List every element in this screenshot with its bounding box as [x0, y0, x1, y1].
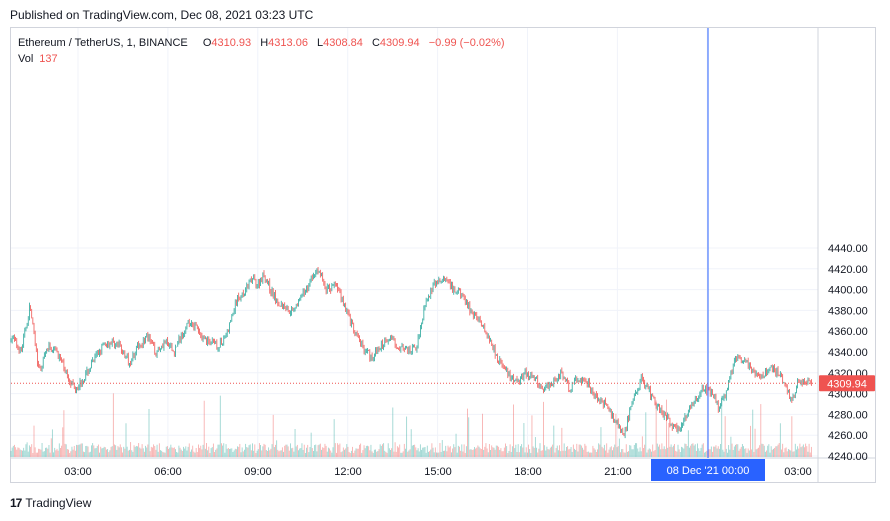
- chart-frame: [10, 27, 876, 483]
- change-value: −0.99 (−0.02%): [428, 37, 505, 49]
- close-value: 4309.94: [379, 37, 420, 49]
- tradingview-logo[interactable]: 17 TradingView: [10, 496, 91, 510]
- last-price-tag: [819, 375, 875, 392]
- time-tick-label: 12:00: [334, 466, 362, 478]
- last-price-value: 4309.94: [827, 378, 867, 390]
- time-tick-label: 03:00: [64, 466, 92, 478]
- volume-label: Vol: [18, 53, 34, 65]
- high-value: 4313.06: [268, 37, 308, 49]
- time-tick-label: 15:00: [424, 466, 452, 478]
- crosshair-time-tag: [651, 459, 765, 481]
- price-tick-label: 4300.00: [828, 389, 868, 401]
- high-label: H: [260, 37, 269, 49]
- price-tick-label: 4340.00: [828, 347, 868, 359]
- price-tick-label: 4400.00: [828, 285, 868, 297]
- time-tick-label: 06:00: [154, 466, 182, 478]
- price-tick-label: 4440.00: [828, 243, 868, 255]
- published-caption: Published on TradingView.com, Dec 08, 20…: [10, 8, 314, 22]
- close-label: C: [371, 37, 380, 49]
- volume-value: 137: [39, 53, 58, 65]
- brand-name: TradingView: [25, 496, 92, 510]
- price-tick-label: 4260.00: [828, 430, 868, 442]
- price-tick-label: 4380.00: [828, 305, 868, 317]
- price-tick-label: 4240.00: [828, 451, 868, 463]
- open-value: 4310.93: [211, 37, 252, 49]
- tradingview-logo-icon: 17: [10, 496, 22, 510]
- price-tick-label: 4360.00: [828, 326, 868, 338]
- low-label: L: [317, 37, 324, 49]
- crosshair-time-label: 08 Dec '21 00:00: [667, 465, 750, 477]
- low-value: 4308.84: [323, 37, 363, 49]
- chart-legend: Ethereum / TetherUS, 1, BINANCE O4310.93…: [18, 35, 505, 51]
- symbol-label[interactable]: Ethereum / TetherUS, 1, BINANCE: [18, 37, 188, 49]
- price-tick-label: 4420.00: [828, 264, 868, 276]
- time-tick-label: 18:00: [514, 466, 542, 478]
- open-label: O: [202, 37, 212, 49]
- time-tick-label: 21:00: [604, 466, 632, 478]
- time-tick-label: 09:00: [244, 466, 272, 478]
- volume-legend: Vol 137: [18, 51, 58, 67]
- time-tick-label: 03:00: [784, 466, 812, 478]
- price-tick-label: 4280.00: [828, 409, 868, 421]
